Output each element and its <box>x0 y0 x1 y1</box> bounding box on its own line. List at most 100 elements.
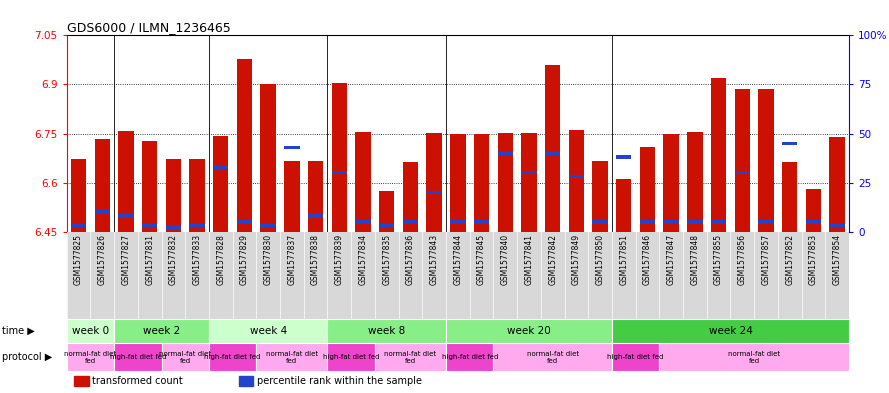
Bar <box>327 343 375 371</box>
Bar <box>711 78 726 232</box>
Bar <box>260 84 276 232</box>
Bar <box>545 152 560 155</box>
Bar <box>446 343 493 371</box>
Text: GSM1577847: GSM1577847 <box>667 234 676 285</box>
Bar <box>640 147 655 232</box>
Text: GSM1577835: GSM1577835 <box>382 234 391 285</box>
Text: GSM1577851: GSM1577851 <box>620 234 629 285</box>
Text: GSM1577832: GSM1577832 <box>169 234 178 285</box>
Bar <box>236 59 252 232</box>
Text: GSM1577854: GSM1577854 <box>833 234 842 285</box>
Text: GSM1577857: GSM1577857 <box>762 234 771 285</box>
Bar <box>640 220 655 224</box>
Text: high-fat diet fed: high-fat diet fed <box>204 354 260 360</box>
Text: week 8: week 8 <box>368 326 405 336</box>
Bar <box>521 133 537 232</box>
Bar <box>379 191 395 232</box>
Bar <box>67 319 114 343</box>
Bar <box>663 134 679 232</box>
Bar <box>114 343 162 371</box>
Bar <box>829 137 845 232</box>
Bar <box>209 319 327 343</box>
Text: GSM1577850: GSM1577850 <box>596 234 605 285</box>
Bar <box>427 191 442 194</box>
Text: GSM1577849: GSM1577849 <box>572 234 581 285</box>
Bar <box>446 319 612 343</box>
Bar <box>165 226 181 230</box>
Bar <box>450 220 466 224</box>
Bar <box>189 159 204 232</box>
Bar <box>67 343 114 371</box>
Text: GSM1577829: GSM1577829 <box>240 234 249 285</box>
Text: week 20: week 20 <box>507 326 551 336</box>
Bar <box>782 142 797 145</box>
Text: GDS6000 / ILMN_1236465: GDS6000 / ILMN_1236465 <box>67 21 230 34</box>
Bar <box>687 220 702 224</box>
Bar <box>734 89 750 232</box>
Bar <box>758 89 773 232</box>
Bar <box>375 343 446 371</box>
Text: GSM1577827: GSM1577827 <box>122 234 131 285</box>
Text: GSM1577840: GSM1577840 <box>501 234 509 285</box>
Bar <box>71 159 86 232</box>
Bar <box>569 130 584 232</box>
Bar <box>612 319 849 343</box>
Text: week 24: week 24 <box>709 326 752 336</box>
Bar <box>236 220 252 224</box>
Text: GSM1577848: GSM1577848 <box>691 234 700 285</box>
Bar <box>616 156 631 159</box>
Bar <box>545 65 560 232</box>
Bar <box>805 220 821 224</box>
Text: high-fat diet fed: high-fat diet fed <box>607 354 664 360</box>
Text: GSM1577846: GSM1577846 <box>643 234 652 285</box>
Bar <box>616 179 631 232</box>
Bar <box>308 161 324 232</box>
Bar <box>474 220 489 224</box>
Text: GSM1577852: GSM1577852 <box>785 234 794 285</box>
Bar <box>239 376 252 386</box>
Bar <box>284 161 300 232</box>
Bar <box>592 220 608 224</box>
Bar <box>379 224 395 228</box>
Bar <box>356 220 371 224</box>
Bar <box>758 220 773 224</box>
Bar <box>94 139 110 232</box>
Bar <box>403 162 418 232</box>
Bar <box>162 343 209 371</box>
Bar <box>805 189 821 232</box>
Text: time ▶: time ▶ <box>2 326 35 336</box>
Text: GSM1577833: GSM1577833 <box>193 234 202 285</box>
Bar <box>75 376 89 386</box>
Bar <box>521 171 537 174</box>
Bar <box>592 162 608 232</box>
Text: high-fat diet fed: high-fat diet fed <box>323 354 380 360</box>
Text: GSM1577828: GSM1577828 <box>216 234 225 285</box>
Text: GSM1577856: GSM1577856 <box>738 234 747 285</box>
Text: GSM1577842: GSM1577842 <box>549 234 557 285</box>
Bar <box>356 132 371 232</box>
Bar <box>427 133 442 232</box>
Bar <box>260 224 276 228</box>
Bar <box>403 220 418 224</box>
Bar <box>498 152 513 155</box>
Text: normal-fat diet
fed: normal-fat diet fed <box>384 351 436 364</box>
Bar <box>209 343 256 371</box>
Text: high-fat diet fed: high-fat diet fed <box>109 354 166 360</box>
Bar <box>114 319 209 343</box>
Text: GSM1577843: GSM1577843 <box>429 234 438 285</box>
Bar <box>71 224 86 228</box>
Bar <box>569 175 584 178</box>
Bar <box>142 224 157 228</box>
Bar <box>142 141 157 232</box>
Bar <box>94 211 110 214</box>
Bar <box>213 136 228 232</box>
Text: GSM1577837: GSM1577837 <box>287 234 296 285</box>
Text: GSM1577838: GSM1577838 <box>311 234 320 285</box>
Bar <box>711 220 726 224</box>
Bar <box>734 171 750 174</box>
Bar <box>687 132 702 232</box>
Text: week 4: week 4 <box>250 326 287 336</box>
Bar <box>165 159 181 232</box>
Text: week 0: week 0 <box>72 326 109 336</box>
Text: GSM1577836: GSM1577836 <box>406 234 415 285</box>
